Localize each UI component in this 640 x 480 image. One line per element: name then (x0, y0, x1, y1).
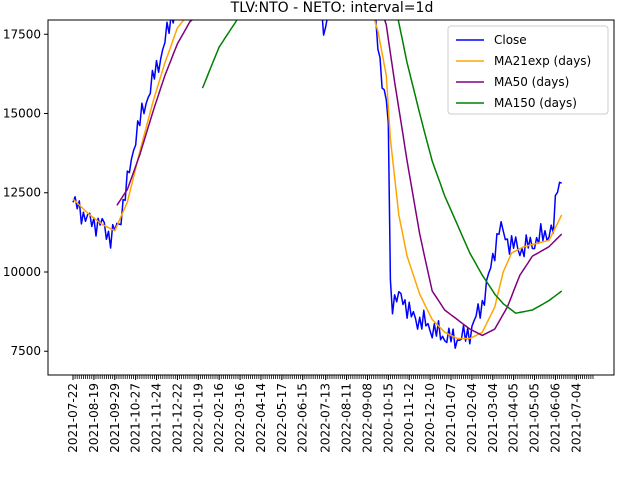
x-tick-label: 2021-03-04 (486, 383, 500, 453)
x-tick-label: 2020-11-12 (402, 383, 416, 453)
x-tick-label: 2021-06-06 (548, 383, 562, 453)
plot-lines (72, 20, 563, 349)
y-axis: 7500 10000 12500 15000 17500 (3, 27, 48, 358)
plot-frame (47, 19, 615, 376)
legend: Close MA21exp (days) MA50 (days) MA150 (day… (447, 25, 609, 115)
x-tick-label: 2021-01-07 (444, 383, 458, 453)
x-tick-label: 2021-04-05 (507, 383, 521, 453)
chart-title: TLV:NTO - NETO: interval=1d (230, 0, 434, 16)
series-line-ma150 (201, 20, 563, 314)
legend-box (447, 25, 609, 115)
x-tick-label: 2021-05-05 (528, 383, 542, 453)
x-tick-label: 2021-07-04 (569, 383, 583, 453)
x-tick-label: 2021-10-27 (129, 383, 143, 453)
x-axis: 2021-07-22 2021-08-19 2021-09-29 2021-10-27… (66, 375, 594, 453)
legend-label: MA21exp (days) (494, 54, 591, 68)
y-tick-label: 15000 (3, 107, 41, 121)
series-line-ma50 (116, 20, 563, 337)
x-tick-label: 2022-09-08 (360, 383, 374, 453)
legend-label: MA150 (days) (494, 96, 577, 110)
x-tick-label: 2022-02-16 (212, 383, 226, 453)
x-tick-label: 2021-11-24 (150, 383, 164, 453)
y-tick-label: 7500 (10, 344, 41, 358)
series-line-close (72, 20, 562, 349)
x-tick-label: 2021-02-04 (465, 383, 479, 453)
x-tick-label: 2020-10-15 (381, 383, 395, 453)
x-tick-label: 2022-07-13 (319, 383, 333, 453)
x-tick-label: 2020-12-10 (423, 383, 437, 453)
x-tick-label: 2021-08-19 (87, 383, 101, 453)
y-tick-label: 17500 (3, 27, 41, 41)
x-tick-label: 2022-06-15 (296, 383, 310, 453)
x-tick-label: 2022-08-11 (340, 383, 354, 453)
x-tick-label: 2021-09-29 (108, 383, 122, 453)
legend-label: Close (494, 33, 527, 47)
x-tick-label: 2022-04-14 (254, 383, 268, 453)
x-tick-label: 2022-05-17 (275, 383, 289, 453)
x-tick-label: 2021-07-22 (66, 383, 80, 453)
x-tick-label: 2021-12-22 (170, 383, 184, 453)
y-tick-label: 12500 (3, 186, 41, 200)
legend-label: MA50 (days) (494, 75, 569, 89)
y-tick-label: 10000 (3, 265, 41, 279)
series-line-ma21exp (72, 20, 563, 340)
x-tick-label: 2022-01-19 (191, 383, 205, 453)
x-tick-label: 2022-03-16 (233, 383, 247, 453)
